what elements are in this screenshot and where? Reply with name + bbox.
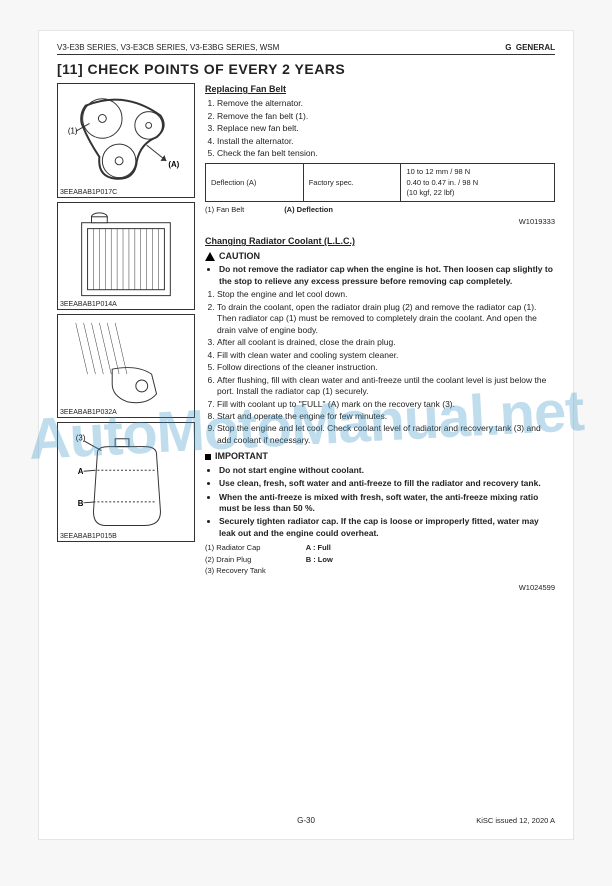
legend-right: A : Full B : Low [306, 543, 333, 576]
coolant-steps: Stop the engine and let cool down. To dr… [205, 289, 555, 446]
note-right: (A) Deflection [284, 205, 333, 215]
legend: (1) Radiator Cap (2) Drain Plug (3) Reco… [205, 543, 555, 576]
important-item: When the anti-freeze is mixed with fresh… [219, 492, 555, 515]
list-item: Remove the alternator. [217, 98, 555, 109]
caution-heading: CAUTION [205, 250, 555, 262]
list-item: Start and operate the engine for few min… [217, 411, 555, 422]
coolant-heading: Changing Radiator Coolant (L.L.C.) [205, 235, 555, 247]
caution-list: Do not remove the radiator cap when the … [205, 264, 555, 287]
figure-caption: 3EEABAB1P017C [60, 189, 117, 196]
note-left: (1) Fan Belt [205, 205, 244, 215]
svg-text:A: A [78, 467, 84, 476]
table-cell: Deflection (A) [206, 164, 304, 201]
page-header: V3-E3B SERIES, V3-E3CB SERIES, V3-E3BG S… [57, 43, 555, 55]
section-title: [11] CHECK POINTS OF EVERY 2 YEARS [57, 61, 555, 77]
page-number: G-30 [297, 816, 315, 825]
list-item: Remove the fan belt (1). [217, 111, 555, 122]
caution-item: Do not remove the radiator cap when the … [219, 264, 555, 287]
figure-drain: 3EEABAB1P032A [57, 314, 195, 418]
caution-label: CAUTION [219, 250, 260, 262]
warning-icon [205, 252, 215, 261]
fan-belt-diagram: (1) (A) [58, 84, 194, 197]
list-item: After flushing, fill with clean water an… [217, 375, 555, 398]
header-right: G GENERAL [505, 43, 555, 52]
issued-note: KiSC issued 12, 2020 A [476, 816, 555, 825]
figure-caption: 3EEABAB1P015B [60, 533, 117, 540]
important-heading: IMPORTANT [205, 450, 555, 462]
figure-recovery-tank: (3) A B 3EEABAB1P015B [57, 422, 195, 542]
page: V3-E3B SERIES, V3-E3CB SERIES, V3-E3BG S… [38, 30, 574, 840]
table-cell: Factory spec. [303, 164, 401, 201]
important-list: Do not start engine without coolant. Use… [205, 465, 555, 540]
figure-caption: 3EEABAB1P014A [60, 301, 117, 308]
ref-number: W1019333 [205, 217, 555, 227]
important-item: Do not start engine without coolant. [219, 465, 555, 476]
svg-text:B: B [78, 499, 84, 508]
list-item: Fill with clean water and cooling system… [217, 350, 555, 361]
list-item: Replace new fan belt. [217, 123, 555, 134]
header-left: V3-E3B SERIES, V3-E3CB SERIES, V3-E3BG S… [57, 43, 279, 52]
table-cell: 10 to 12 mm / 98 N 0.40 to 0.47 in. / 98… [401, 164, 555, 201]
list-item: After all coolant is drained, close the … [217, 337, 555, 348]
radiator-diagram [58, 203, 194, 309]
figure-column: (1) (A) 3EEABAB1P017C [57, 83, 195, 601]
recovery-tank-diagram: (3) A B [58, 423, 194, 541]
list-item: Stop the engine and let cool down. [217, 289, 555, 300]
belt-heading: Replacing Fan Belt [205, 83, 555, 95]
deflection-table: Deflection (A) Factory spec. 10 to 12 mm… [205, 163, 555, 201]
list-item: Fill with coolant up to "FULL" (A) mark … [217, 399, 555, 410]
text-column: Replacing Fan Belt Remove the alternator… [205, 83, 555, 601]
legend-left: (1) Radiator Cap (2) Drain Plug (3) Reco… [205, 543, 266, 576]
ref-number: W1024599 [205, 583, 555, 593]
square-bullet-icon [205, 454, 211, 460]
belt-steps: Remove the alternator. Remove the fan be… [205, 98, 555, 159]
important-item: Use clean, fresh, soft water and anti-fr… [219, 478, 555, 489]
figure-caption: 3EEABAB1P032A [60, 409, 117, 416]
list-item: Check the fan belt tension. [217, 148, 555, 159]
svg-text:(A): (A) [168, 160, 179, 169]
figure-fan-belt: (1) (A) 3EEABAB1P017C [57, 83, 195, 198]
list-item: Stop the engine and let cool. Check cool… [217, 423, 555, 446]
figure-radiator: 3EEABAB1P014A [57, 202, 195, 310]
list-item: Install the alternator. [217, 136, 555, 147]
content-row: (1) (A) 3EEABAB1P017C [57, 83, 555, 601]
list-item: Follow directions of the cleaner instruc… [217, 362, 555, 373]
belt-notes: (1) Fan Belt (A) Deflection [205, 205, 555, 215]
important-item: Securely tighten radiator cap. If the ca… [219, 516, 555, 539]
drain-diagram [58, 315, 194, 417]
list-item: To drain the coolant, open the radiator … [217, 302, 555, 336]
